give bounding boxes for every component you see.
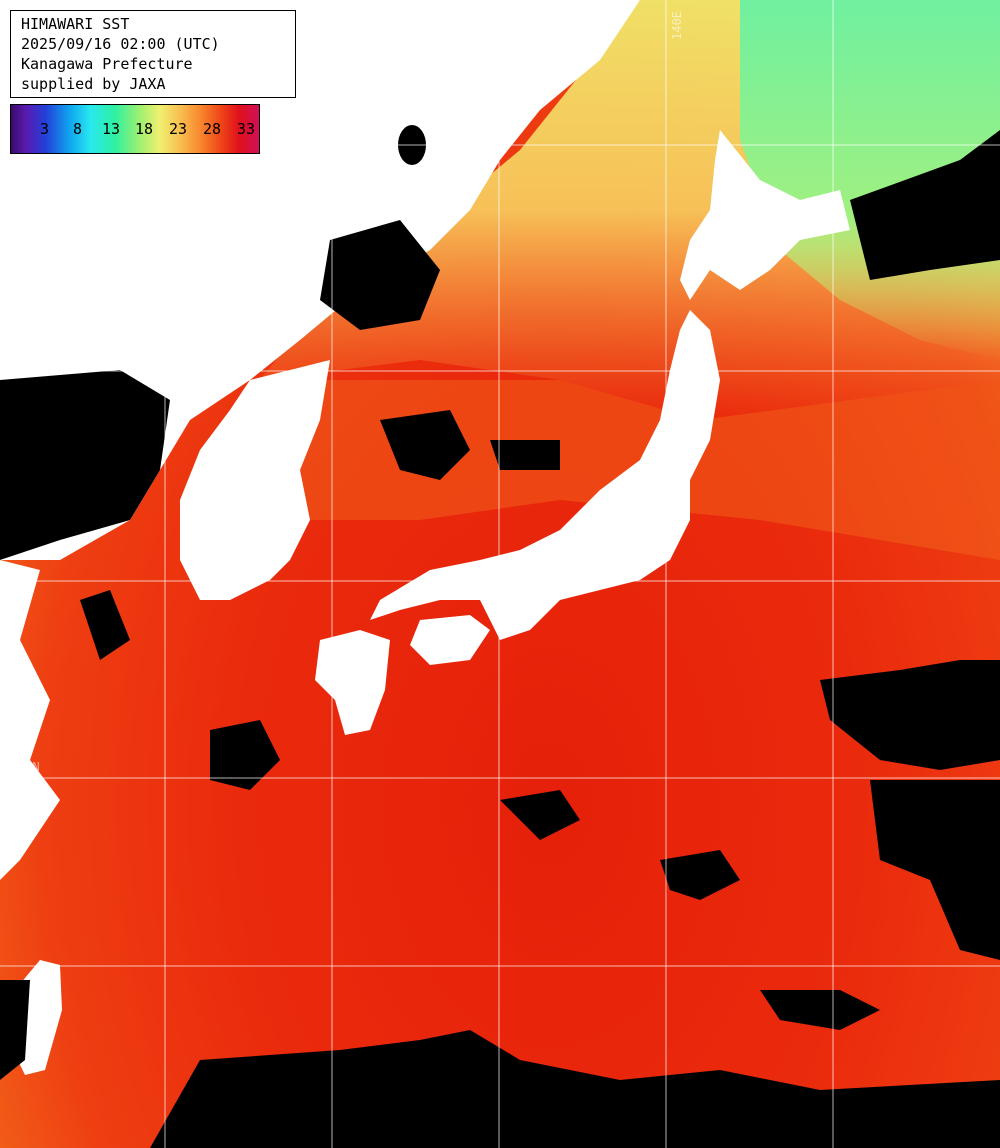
supplier-label: supplied by JAXA [21, 75, 166, 93]
legend-tick: 33 [237, 120, 256, 138]
sea-north-cold-zone [740, 0, 1000, 360]
kyushu-land [315, 630, 390, 735]
legend-tick: 23 [169, 120, 188, 138]
legend-tick: 3 [40, 120, 50, 138]
korea-peninsula [180, 360, 330, 600]
honshu-land [370, 310, 720, 640]
legend-tick: 28 [203, 120, 222, 138]
lon-label: 140E [670, 11, 684, 40]
legend-tick: 13 [102, 120, 121, 138]
legend-tick: 8 [73, 120, 83, 138]
temperature-color-legend: 3 8 13 18 23 28 33 [10, 104, 260, 154]
hokkaido-land [680, 130, 850, 300]
prefecture-label: Kanagawa Prefecture [21, 55, 193, 73]
lat-label-upper: 40N [14, 352, 36, 366]
title-box: HIMAWARI SST 2025/09/16 02:00 (UTC) Kana… [10, 10, 296, 98]
lat-label-lower: 30N [18, 760, 40, 774]
shikoku-land [410, 615, 490, 665]
cloud-cover [0, 125, 1000, 1148]
china-coast-land [0, 560, 60, 880]
map-title: HIMAWARI SST [21, 15, 130, 33]
legend-tick: 18 [135, 120, 154, 138]
legend-tick-labels: 3 8 13 18 23 28 33 [11, 120, 259, 140]
observation-datetime: 2025/09/16 02:00 (UTC) [21, 35, 220, 53]
